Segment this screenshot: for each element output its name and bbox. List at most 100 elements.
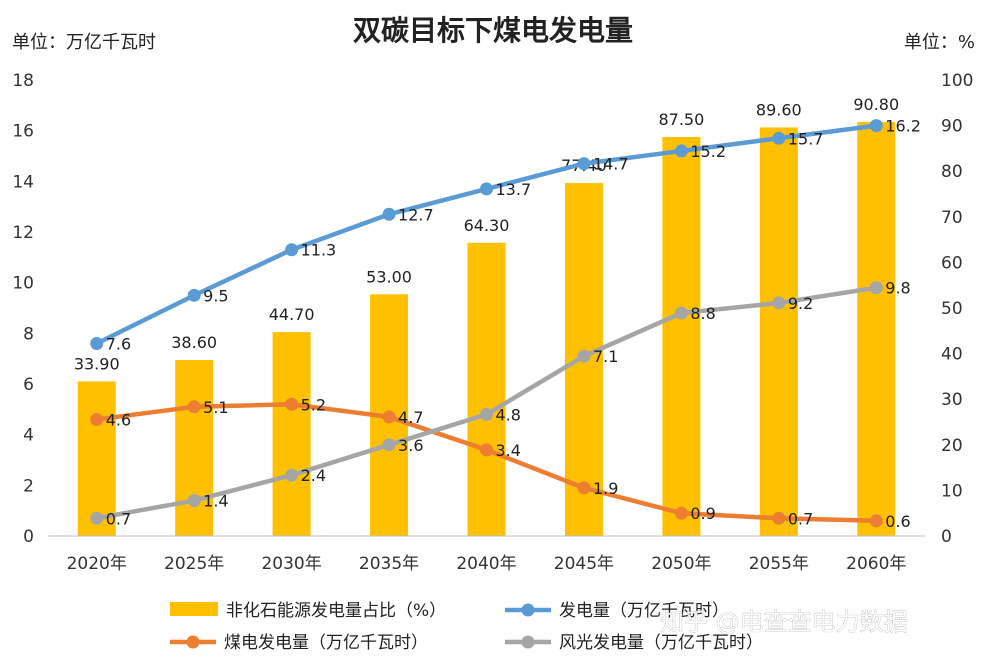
y-left-tick-label: 18 [12, 71, 34, 91]
bar-data-label: 33.90 [74, 354, 120, 373]
series-point-1 [577, 481, 591, 495]
y-left-tick-label: 2 [23, 476, 34, 496]
x-tick-label: 2035年 [359, 554, 419, 574]
x-tick-label: 2040年 [456, 554, 516, 574]
series-data-label-2: 7.1 [593, 347, 618, 366]
series-data-label-0: 11.3 [301, 241, 337, 260]
series-data-label-2: 8.8 [690, 304, 715, 323]
series-data-label-2: 9.8 [885, 279, 910, 298]
series-data-label-1: 3.4 [496, 441, 521, 460]
y-right-tick-label: 30 [941, 390, 963, 410]
y-right-tick-label: 50 [941, 299, 963, 319]
bar-nonfossil-share [467, 242, 506, 537]
series-point-2 [187, 494, 201, 508]
right-axis-unit: 单位：% [904, 32, 975, 53]
legend-swatch-bar [170, 602, 218, 616]
bar-data-label: 38.60 [171, 333, 217, 352]
x-tick-label: 2020年 [67, 554, 127, 574]
legend-label-line-2: 风光发电量（万亿千瓦时） [559, 633, 763, 653]
series-data-label-0: 7.6 [106, 334, 131, 353]
x-tick-label: 2060年 [846, 554, 906, 574]
series-data-label-0: 14.7 [593, 155, 629, 174]
legend-swatch-marker-0 [521, 603, 535, 617]
series-point-2 [869, 281, 883, 295]
series-data-label-1: 5.2 [301, 395, 326, 414]
x-tick-label: 2050年 [651, 554, 711, 574]
legend-label-line-0: 发电量（万亿千瓦时） [559, 601, 729, 621]
series-data-label-1: 5.1 [203, 398, 228, 417]
series-point-2 [90, 511, 104, 525]
bar-data-label: 87.50 [658, 110, 704, 129]
series-point-1 [382, 410, 396, 424]
series-data-label-0: 13.7 [496, 180, 532, 199]
series-point-0 [382, 207, 396, 221]
series-point-0 [674, 144, 688, 158]
bar-data-label: 90.80 [853, 95, 899, 114]
x-tick-label: 2055年 [749, 554, 809, 574]
y-right-tick-label: 10 [941, 481, 963, 501]
series-point-0 [187, 288, 201, 302]
series-point-2 [285, 468, 299, 482]
series-data-label-2: 3.6 [398, 436, 423, 455]
bar-nonfossil-share [759, 127, 798, 536]
series-point-0 [869, 119, 883, 133]
series-point-0 [480, 182, 493, 196]
y-right-tick-label: 100 [941, 71, 973, 91]
series-data-label-2: 4.8 [496, 405, 521, 424]
legend-swatch-marker-1 [186, 635, 200, 649]
y-left-tick-label: 16 [12, 122, 34, 142]
series-point-1 [674, 506, 688, 520]
x-tick-label: 2025年 [164, 554, 224, 574]
y-left-tick-label: 8 [23, 324, 34, 344]
series-point-1 [869, 514, 883, 528]
bar-data-label: 53.00 [366, 267, 412, 286]
series-point-2 [480, 407, 493, 421]
chart-title: 双碳目标下煤电发电量 [353, 14, 633, 47]
bar-nonfossil-share [857, 121, 896, 537]
series-point-1 [772, 511, 786, 525]
y-right-tick-label: 90 [941, 117, 963, 137]
series-data-label-0: 16.2 [885, 117, 921, 136]
bar-data-label: 44.70 [269, 305, 315, 324]
bar-data-label: 89.60 [756, 100, 802, 119]
series-data-label-2: 0.7 [106, 509, 131, 528]
x-tick-label: 2045年 [554, 554, 614, 574]
series-data-label-0: 9.5 [203, 286, 228, 305]
series-data-label-1: 1.9 [593, 479, 618, 498]
series-data-label-1: 0.6 [885, 512, 910, 531]
series-data-label-1: 4.7 [398, 408, 423, 427]
series-data-label-1: 0.9 [690, 504, 715, 523]
series-point-0 [577, 157, 591, 171]
series-data-label-0: 15.7 [788, 129, 824, 148]
series-point-1 [285, 397, 299, 411]
series-point-2 [674, 306, 688, 320]
series-data-label-2: 9.2 [788, 294, 813, 313]
series-point-1 [480, 443, 493, 457]
series-point-1 [90, 412, 104, 426]
series-data-label-1: 0.7 [788, 509, 813, 528]
series-point-1 [187, 400, 201, 414]
y-left-tick-label: 12 [12, 223, 34, 243]
bar-data-label: 64.30 [464, 216, 510, 235]
legend-swatch-marker-2 [521, 635, 535, 649]
series-data-label-1: 4.6 [106, 410, 131, 429]
y-left-tick-label: 10 [12, 274, 34, 294]
y-left-tick-label: 4 [23, 426, 34, 446]
x-tick-label: 2030年 [261, 554, 321, 574]
series-data-label-2: 2.4 [301, 466, 326, 485]
bar-nonfossil-share [272, 332, 311, 536]
bar-nonfossil-share [662, 137, 701, 536]
series-point-0 [90, 336, 104, 350]
y-left-tick-label: 0 [23, 527, 34, 547]
y-right-tick-label: 40 [941, 345, 963, 365]
series-point-2 [382, 438, 396, 452]
series-data-label-0: 12.7 [398, 205, 434, 224]
y-left-tick-label: 6 [23, 375, 34, 395]
left-axis-unit: 单位：万亿千瓦时 [12, 32, 156, 53]
y-right-tick-label: 70 [941, 208, 963, 228]
watermark-text: 知乎 @电查查电力数据 [660, 608, 908, 636]
y-right-tick-label: 60 [941, 253, 963, 273]
series-point-0 [772, 131, 786, 145]
